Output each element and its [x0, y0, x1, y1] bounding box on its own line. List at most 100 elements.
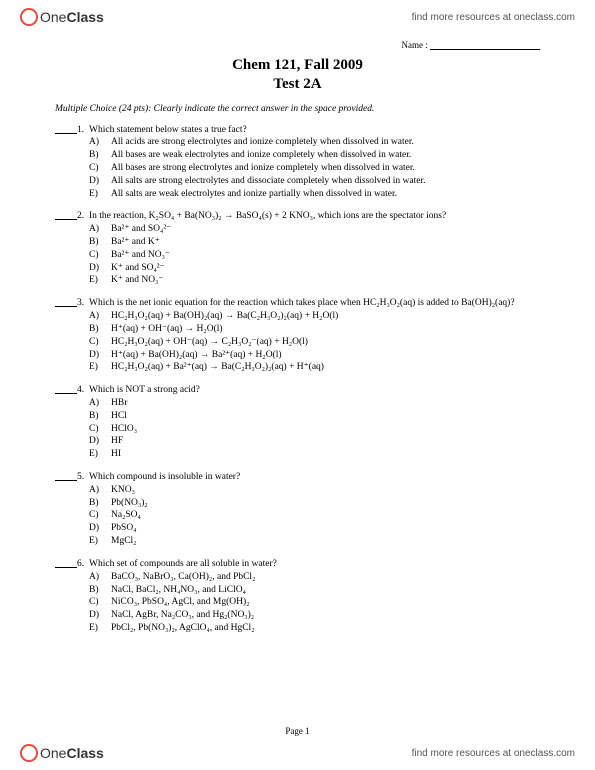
question-number: 1.: [77, 124, 89, 137]
option: B)Pb(NO₃)₂: [89, 497, 540, 510]
option-letter: E): [89, 274, 111, 287]
bottom-header: OneClass find more resources at oneclass…: [0, 740, 595, 770]
option-text: Na₂SO₄: [111, 509, 540, 522]
option-letter: A): [89, 397, 111, 410]
page-number: Page 1: [0, 726, 595, 736]
option-letter: A): [89, 484, 111, 497]
option: A)HC₂H₃O₂(aq) + Ba(OH)₂(aq) → Ba(C₂H₃O₂)…: [89, 310, 540, 323]
option-letter: C): [89, 336, 111, 349]
answer-blank: [55, 210, 77, 220]
question-number: 5.: [77, 471, 89, 484]
option: A)All acids are strong electrolytes and …: [89, 136, 540, 149]
option: A)HBr: [89, 397, 540, 410]
option-text: H⁺(aq) + Ba(OH)₂(aq) → Ba²⁺(aq) + H₂O(l): [111, 349, 540, 362]
option: E)PbCl₂, Pb(NO₃)₂, AgClO₄, and HgCl₂: [89, 622, 540, 635]
logo-one: One: [40, 9, 66, 25]
option-letter: D): [89, 522, 111, 535]
options-list: A)All acids are strong electrolytes and …: [89, 136, 540, 200]
option-letter: B): [89, 149, 111, 162]
question-stem: 4.Which is NOT a strong acid?: [55, 384, 540, 397]
option-letter: C): [89, 509, 111, 522]
option-text: HI: [111, 448, 540, 461]
option-letter: D): [89, 435, 111, 448]
option-letter: A): [89, 136, 111, 149]
option: B)Ba²⁺ and K⁺: [89, 236, 540, 249]
option-text: HC₂H₃O₂(aq) + OH⁻(aq) → C₂H₃O₂⁻(aq) + H₂…: [111, 336, 540, 349]
question: 2.In the reaction, K₂SO₄ + Ba(NO₃)₂ → Ba…: [55, 210, 540, 287]
option-letter: A): [89, 310, 111, 323]
option-text: Ba²⁺ and SO₄²⁻: [111, 223, 540, 236]
logo-class: Class: [66, 9, 103, 25]
document-title: Chem 121, Fall 2009 Test 2A: [55, 56, 540, 94]
question: 1.Which statement below states a true fa…: [55, 124, 540, 201]
option-letter: E): [89, 622, 111, 635]
option: D)All salts are strong electrolytes and …: [89, 175, 540, 188]
name-label: Name :: [402, 40, 428, 50]
title-line-1: Chem 121, Fall 2009: [55, 56, 540, 75]
answer-blank: [55, 471, 77, 481]
option-text: All bases are weak electrolytes and ioni…: [111, 149, 540, 162]
answer-blank: [55, 558, 77, 568]
question-text: Which set of compounds are all soluble i…: [89, 558, 540, 571]
find-resources-link-footer[interactable]: find more resources at oneclass.com: [412, 748, 575, 759]
question-stem: 3.Which is the net ionic equation for th…: [55, 297, 540, 310]
option-text: HBr: [111, 397, 540, 410]
option: E)All salts are weak electrolytes and io…: [89, 188, 540, 201]
option-text: Pb(NO₃)₂: [111, 497, 540, 510]
option: C)Ba²⁺ and NO₃⁻: [89, 249, 540, 262]
option: C)NiCO₃, PbSO₄, AgCl, and Mg(OH)₂: [89, 596, 540, 609]
option-text: KNO₃: [111, 484, 540, 497]
option-text: All salts are weak electrolytes and ioni…: [111, 188, 540, 201]
brand-logo-footer[interactable]: OneClass: [20, 744, 104, 762]
option: C)All bases are strong electrolytes and …: [89, 162, 540, 175]
option: A)Ba²⁺ and SO₄²⁻: [89, 223, 540, 236]
logo-text: OneClass: [40, 9, 104, 25]
option: D)PbSO₄: [89, 522, 540, 535]
option: B)All bases are weak electrolytes and io…: [89, 149, 540, 162]
option: D)NaCl, AgBr, Na₂CO₃, and Hg₂(NO₃)₂: [89, 609, 540, 622]
logo-class-footer: Class: [66, 745, 103, 761]
option-text: MgCl₂: [111, 535, 540, 548]
brand-logo[interactable]: OneClass: [20, 8, 104, 26]
option-text: PbSO₄: [111, 522, 540, 535]
question: 6.Which set of compounds are all soluble…: [55, 558, 540, 635]
find-resources-link[interactable]: find more resources at oneclass.com: [412, 12, 575, 23]
option: D)H⁺(aq) + Ba(OH)₂(aq) → Ba²⁺(aq) + H₂O(…: [89, 349, 540, 362]
option-text: BaCO₃, NaBrO₃, Ca(OH)₂, and PbCl₂: [111, 571, 540, 584]
page-footer: Page 1 OneClass find more resources at o…: [0, 726, 595, 770]
option-letter: C): [89, 249, 111, 262]
option: C)HClO₃: [89, 423, 540, 436]
option-letter: C): [89, 162, 111, 175]
question-stem: 1.Which statement below states a true fa…: [55, 124, 540, 137]
option-text: HClO₃: [111, 423, 540, 436]
logo-circle-icon: [20, 744, 38, 762]
questions-list: 1.Which statement below states a true fa…: [55, 124, 540, 635]
question-text: Which statement below states a true fact…: [89, 124, 540, 137]
answer-blank: [55, 297, 77, 307]
option-letter: E): [89, 361, 111, 374]
options-list: A)KNO₃B)Pb(NO₃)₂C)Na₂SO₄D)PbSO₄E)MgCl₂: [89, 484, 540, 548]
options-list: A)HBrB)HClC)HClO₃D)HFE)HI: [89, 397, 540, 461]
option-letter: A): [89, 223, 111, 236]
question-number: 3.: [77, 297, 89, 310]
option: B)NaCl, BaCl₂, NH₄NO₃, and LiClO₄: [89, 584, 540, 597]
instructions-text: Multiple Choice (24 pts): Clearly indica…: [55, 104, 540, 114]
options-list: A)Ba²⁺ and SO₄²⁻B)Ba²⁺ and K⁺C)Ba²⁺ and …: [89, 223, 540, 287]
question-stem: 2.In the reaction, K₂SO₄ + Ba(NO₃)₂ → Ba…: [55, 210, 540, 223]
title-line-2: Test 2A: [55, 75, 540, 94]
option-text: All salts are strong electrolytes and di…: [111, 175, 540, 188]
option-text: All acids are strong electrolytes and io…: [111, 136, 540, 149]
option-letter: E): [89, 448, 111, 461]
answer-blank: [55, 384, 77, 394]
answer-blank: [55, 124, 77, 134]
option: A)BaCO₃, NaBrO₃, Ca(OH)₂, and PbCl₂: [89, 571, 540, 584]
option: B)HCl: [89, 410, 540, 423]
top-header: OneClass find more resources at oneclass…: [0, 0, 595, 30]
option-text: HCl: [111, 410, 540, 423]
option: E)HI: [89, 448, 540, 461]
option-text: K⁺ and SO₄²⁻: [111, 262, 540, 275]
question: 4.Which is NOT a strong acid?A)HBrB)HClC…: [55, 384, 540, 461]
option-letter: A): [89, 571, 111, 584]
option-letter: D): [89, 262, 111, 275]
question-stem: 5.Which compound is insoluble in water?: [55, 471, 540, 484]
